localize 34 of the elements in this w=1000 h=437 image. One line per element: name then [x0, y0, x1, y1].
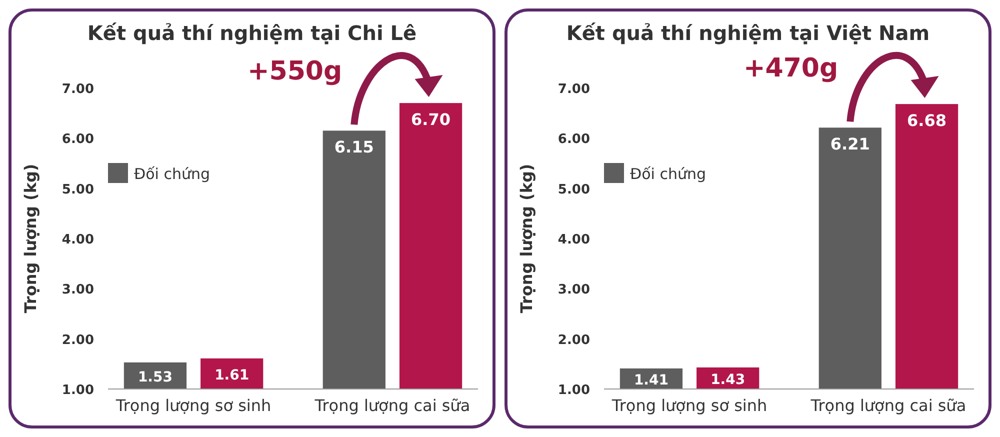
x-tick-label: Trọng lượng sơ sinh: [114, 396, 272, 415]
y-axis-title: Trọng lượng (kg): [21, 164, 40, 314]
data-label: 6.15: [334, 138, 374, 157]
text: +470g: [743, 54, 838, 84]
y-tick-label: 5.00: [62, 182, 94, 198]
legend-label: Đối chứng: [630, 165, 706, 183]
legend-label: Đối chứng: [134, 165, 210, 183]
y-tick-label: 4.00: [62, 232, 94, 248]
data-label: 6.70: [411, 110, 451, 130]
y-tick-label: 3.00: [62, 282, 94, 298]
y-tick-label: 1.00: [558, 383, 590, 398]
y-tick-label: 7.00: [558, 82, 590, 97]
y-tick-label: 5.00: [558, 182, 590, 198]
data-label: 6.68: [907, 111, 947, 130]
data-label: 1.43: [710, 372, 746, 388]
chart-title: Kết quả thí nghiệm tại Chi Lê: [87, 21, 417, 45]
y-tick-label: 7.00: [62, 82, 94, 97]
y-tick-label: 1.00: [62, 383, 94, 398]
y-tick-label: 2.00: [558, 332, 590, 348]
x-tick-label: Trọng lượng cai sữa: [810, 396, 966, 415]
y-axis-title: Trọng lượng (kg): [517, 164, 536, 314]
x-tick-label: Trọng lượng cai sữa: [314, 396, 470, 415]
chart-title: Kết quả thí nghiệm tại Việt Nam: [566, 21, 930, 45]
data-label: 1.53: [138, 370, 172, 386]
text: +550g: [247, 56, 342, 87]
data-label: 1.41: [634, 372, 668, 389]
y-tick-label: 6.00: [558, 132, 590, 148]
data-label: 6.21: [830, 134, 870, 154]
data-label: 1.61: [214, 368, 250, 384]
y-tick-label: 6.00: [62, 132, 94, 148]
y-tick-label: 4.00: [558, 232, 590, 248]
y-tick-label: 3.00: [558, 282, 590, 298]
x-tick-label: Trọng lượng sơ sinh: [610, 396, 768, 415]
y-tick-label: 2.00: [62, 332, 94, 348]
